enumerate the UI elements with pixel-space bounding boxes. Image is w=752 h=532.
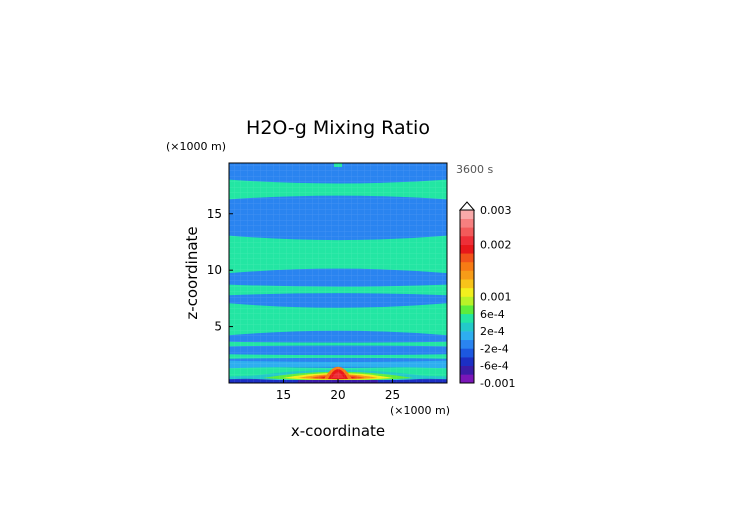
x-tick-label: 15 — [276, 388, 291, 402]
colorbar: -0.001 -6e-4 -2e-4 2e-4 6e-4 0.001 0.002 0.003 — [458, 201, 515, 390]
colorbar-swatch — [460, 210, 474, 219]
colorbar-extend-triangle — [458, 201, 476, 211]
x-unit-label: (×1000 m) — [390, 404, 450, 417]
colorbar-swatch — [460, 287, 474, 297]
plot-area — [228, 162, 448, 384]
colorbar-swatch — [460, 270, 474, 280]
colorbar-label: -2e-4 — [480, 342, 509, 355]
colorbar-swatch — [460, 365, 474, 375]
colorbar-swatch — [460, 339, 474, 349]
colorbar-label: 6e-4 — [480, 308, 505, 321]
colorbar-swatch — [460, 235, 474, 245]
colorbar-swatch — [460, 244, 474, 254]
colorbar-label: 0.001 — [480, 291, 512, 304]
colorbar-label: 2e-4 — [480, 325, 505, 338]
colorbar-swatch — [460, 322, 474, 332]
colorbar-swatch — [460, 348, 474, 358]
colorbar-label: -6e-4 — [480, 360, 509, 373]
x-tick-label: 25 — [385, 388, 400, 402]
colorbar-swatch — [460, 227, 474, 237]
colorbar-swatch — [460, 253, 474, 263]
time-label: 3600 s — [456, 163, 493, 176]
colorbar-swatch — [460, 357, 474, 366]
colorbar-label: -0.001 — [480, 377, 515, 390]
colorbar-swatch — [460, 305, 474, 315]
y-unit-label: (×1000 m) — [166, 140, 226, 153]
x-axis-label: x-coordinate — [291, 422, 385, 440]
colorbar-label: 0.002 — [480, 239, 512, 252]
colorbar-swatch — [460, 218, 474, 228]
y-tick-label: 5 — [214, 320, 222, 334]
x-tick-label: 20 — [330, 388, 345, 402]
x-axis: 15 20 25 — [276, 379, 400, 402]
colorbar-label: 0.003 — [480, 204, 512, 217]
y-axis-label: z-coordinate — [183, 226, 201, 319]
colorbar-frame — [459, 209, 475, 384]
chart-title: H2O-g Mixing Ratio — [246, 117, 430, 139]
colorbar-swatch — [460, 331, 474, 341]
colorbar-swatch — [460, 279, 474, 289]
y-tick-label: 10 — [207, 263, 222, 277]
y-tick-label: 15 — [207, 207, 222, 221]
colorbar-swatch — [460, 261, 474, 271]
colorbar-swatch — [460, 374, 474, 384]
colorbar-swatch — [460, 313, 474, 323]
colorbar-swatch — [460, 296, 474, 306]
y-axis: 5 10 15 — [207, 207, 233, 334]
